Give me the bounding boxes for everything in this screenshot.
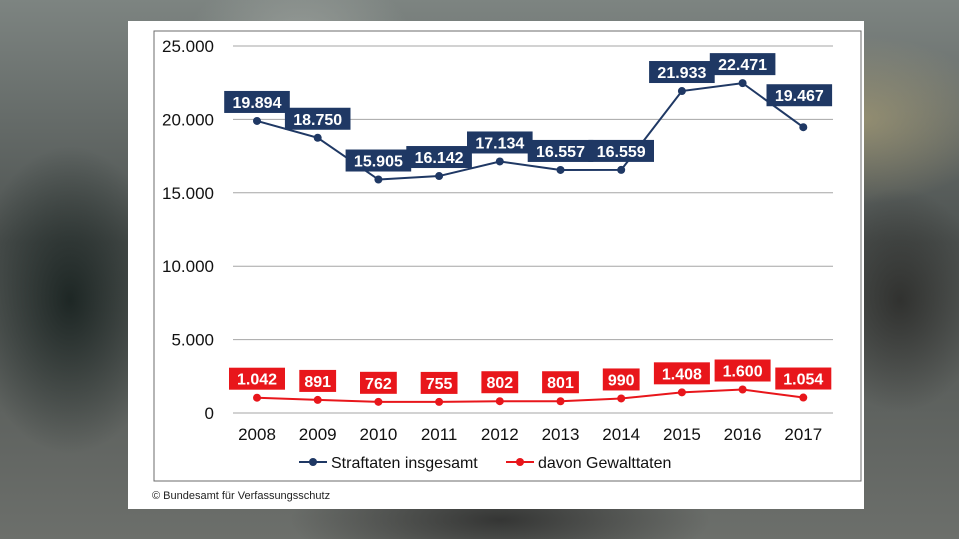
data-label-box <box>224 90 290 113</box>
series-straftaten <box>253 79 808 184</box>
data-point <box>738 79 747 88</box>
legend: Straftaten insgesamt davon Gewalttaten <box>299 455 671 472</box>
data-point <box>677 87 686 96</box>
data-point <box>374 175 383 184</box>
data-point <box>374 397 383 406</box>
data-label: 1.408 <box>662 366 702 383</box>
data-label-box <box>527 139 594 162</box>
legend-marker <box>309 458 317 466</box>
x-tick-label: 2009 <box>299 425 337 444</box>
series-line <box>256 388 804 403</box>
data-label: 18.750 <box>293 112 342 129</box>
y-axis-ticks: 0 5.000 10.000 15.000 20.000 25.000 <box>162 37 214 423</box>
data-label-box <box>284 107 351 130</box>
labels-straftaten: 19.894 18.750 15.905 16.142 17.134 16.557 16.5… <box>224 53 833 172</box>
data-label-box <box>229 367 285 390</box>
data-label-box <box>602 368 640 391</box>
data-point <box>495 397 504 406</box>
data-label: 1.600 <box>723 364 763 381</box>
data-label-box <box>420 371 458 394</box>
gridlines <box>233 45 833 414</box>
data-label-box <box>345 149 412 172</box>
data-label: 801 <box>547 375 574 392</box>
x-tick-label: 2014 <box>602 425 640 444</box>
x-tick-label: 2015 <box>663 425 701 444</box>
data-label-box <box>481 371 519 394</box>
legend-marker <box>516 458 524 466</box>
data-point <box>253 116 261 125</box>
data-label: 15.905 <box>354 154 403 171</box>
data-label-box <box>709 53 776 76</box>
data-label: 19.894 <box>233 95 282 112</box>
data-label: 802 <box>486 375 513 392</box>
x-tick-label: 2012 <box>481 425 519 444</box>
data-label: 755 <box>426 376 453 393</box>
data-label: 17.134 <box>475 135 524 152</box>
y-tick-label: 10.000 <box>162 257 214 276</box>
data-label-box <box>588 139 654 162</box>
data-point <box>617 394 626 403</box>
data-point <box>799 123 808 132</box>
data-point <box>799 393 808 402</box>
data-label-box <box>299 369 337 392</box>
data-point <box>738 385 747 394</box>
series-gewalttaten <box>253 385 808 406</box>
legend-label: davon Gewalttaten <box>538 455 671 472</box>
data-point <box>435 397 444 406</box>
data-point <box>313 395 322 404</box>
data-label-box <box>775 367 832 390</box>
data-label: 1.042 <box>237 372 277 389</box>
series-group: 19.894 18.750 15.905 16.142 17.134 16.557 16.5… <box>224 53 833 406</box>
series-line <box>256 82 804 181</box>
x-tick-label: 2013 <box>542 425 580 444</box>
data-label: 16.142 <box>415 150 464 167</box>
y-tick-label: 20.000 <box>162 110 214 129</box>
data-label-box <box>467 131 533 154</box>
data-label: 1.054 <box>783 372 823 389</box>
data-label-box <box>542 371 579 394</box>
data-label-box <box>406 146 472 169</box>
data-label-box <box>714 359 771 382</box>
data-point <box>677 388 686 397</box>
data-point <box>495 157 504 166</box>
y-tick-label: 25.000 <box>162 37 214 56</box>
data-label-box <box>653 362 710 385</box>
data-point <box>313 133 322 142</box>
x-tick-label: 2010 <box>359 425 397 444</box>
x-axis-ticks: 2008 2009 2010 2011 2012 2013 2014 2015 2016 2017 <box>238 425 822 444</box>
y-tick-label: 0 <box>205 404 214 423</box>
data-label: 21.933 <box>657 65 706 82</box>
data-point <box>556 165 565 174</box>
data-label-box <box>360 371 397 394</box>
data-label: 891 <box>304 374 331 391</box>
data-label: 762 <box>365 376 392 393</box>
x-tick-label: 2016 <box>724 425 762 444</box>
data-label: 16.559 <box>597 144 646 161</box>
data-label-box <box>649 61 715 84</box>
data-label: 22.471 <box>718 57 767 74</box>
data-label-box <box>766 84 833 107</box>
data-point <box>617 165 626 174</box>
data-label: 16.557 <box>536 144 585 161</box>
data-label: 19.467 <box>775 88 824 105</box>
x-tick-label: 2008 <box>238 425 276 444</box>
data-label: 990 <box>608 372 635 389</box>
data-point <box>556 397 565 406</box>
data-point <box>435 172 444 181</box>
x-tick-label: 2017 <box>784 425 822 444</box>
copyright-note: © Bundesamt für Verfassungsschutz <box>152 490 331 502</box>
data-point <box>253 393 261 402</box>
y-tick-label: 5.000 <box>171 331 214 350</box>
labels-gewalttaten: 1.042 891 762 755 802 801 990 1.408 1.600 1.054 <box>229 359 832 394</box>
x-tick-label: 2011 <box>421 425 458 444</box>
chart-border <box>153 30 862 482</box>
chart-card: 0 5.000 10.000 15.000 20.000 25.000 2008 2009 2… <box>128 21 864 509</box>
y-tick-label: 15.000 <box>162 184 214 203</box>
legend-label: Straftaten insgesamt <box>331 455 478 472</box>
